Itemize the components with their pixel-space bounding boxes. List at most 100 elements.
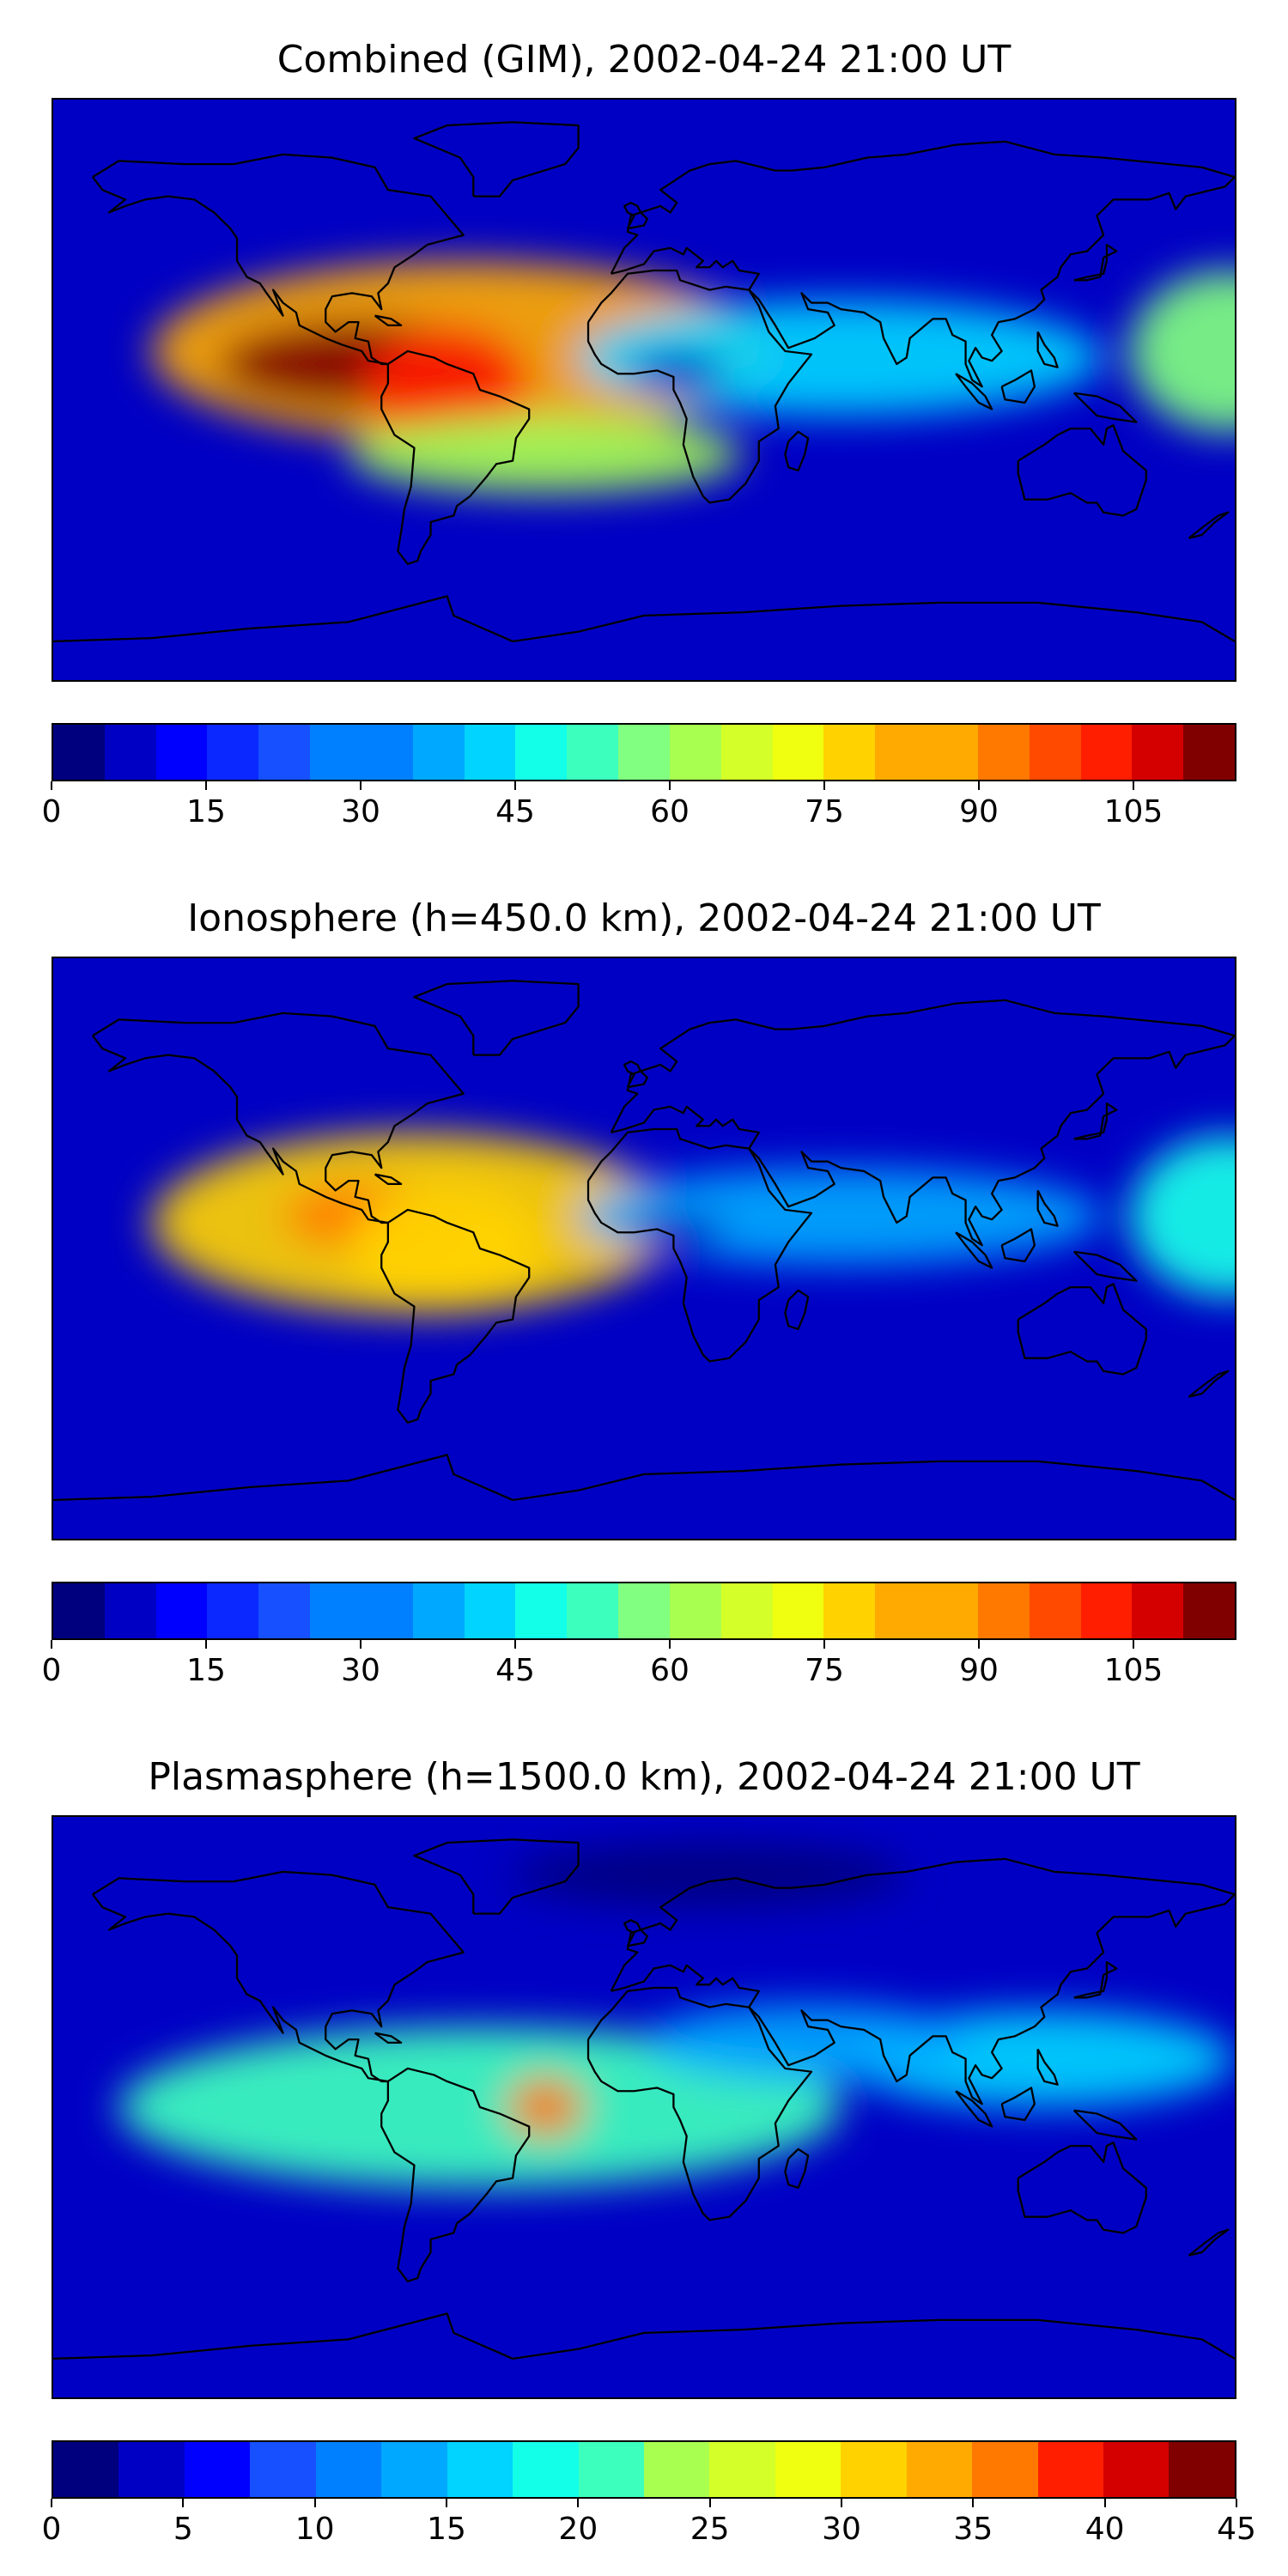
colorbar-segment bbox=[310, 1583, 361, 1638]
colorbar-segment bbox=[104, 725, 156, 780]
coastline bbox=[374, 1173, 403, 1186]
map-1-field bbox=[151, 260, 1235, 494]
colorbar-tick bbox=[514, 781, 516, 790]
colorbar-segment bbox=[381, 2442, 447, 2497]
coastline bbox=[1036, 2048, 1059, 2086]
colorbar-tick bbox=[669, 781, 671, 790]
panel-3-colorbar-ticks: 0 5 10 15 20 25 30 35 40 45 bbox=[42, 2499, 1256, 2550]
colorbar-segment bbox=[1080, 725, 1133, 780]
colorbar-segment bbox=[772, 1583, 824, 1638]
map-1-svg bbox=[53, 100, 1235, 680]
colorbar-tick bbox=[1132, 781, 1134, 790]
panel-2-map bbox=[52, 957, 1236, 1540]
colorbar-segment bbox=[1037, 2442, 1103, 2497]
colorbar-segment bbox=[875, 1583, 927, 1638]
colorbar-tick-label: 35 bbox=[953, 2512, 993, 2547]
colorbar-segment bbox=[310, 725, 361, 780]
colorbar-tick-label: 75 bbox=[805, 1653, 844, 1688]
coastline bbox=[374, 2032, 403, 2044]
colorbar-tick bbox=[313, 2499, 316, 2507]
colorbar-segment bbox=[972, 2442, 1038, 2497]
colorbar-tick-label: 45 bbox=[495, 794, 535, 829]
colorbar-tick-label: 30 bbox=[341, 794, 380, 829]
field-blob bbox=[513, 1843, 907, 1908]
field-blob bbox=[644, 2003, 973, 2081]
colorbar-tick-label: 30 bbox=[822, 2512, 861, 2547]
colorbar-segment bbox=[412, 725, 465, 780]
panel-1-map bbox=[52, 98, 1236, 682]
colorbar-segment bbox=[927, 1583, 978, 1638]
colorbar-tick-label: 0 bbox=[41, 794, 62, 829]
colorbar-tick bbox=[360, 781, 361, 790]
coastline bbox=[413, 1838, 580, 1915]
coastline bbox=[586, 1986, 813, 2221]
coastline bbox=[623, 202, 648, 230]
colorbar-tick bbox=[51, 781, 52, 790]
panel-2-title: Ionosphere (h=450.0 km), 2002-04-24 21:0… bbox=[187, 896, 1101, 940]
colorbar-segment bbox=[104, 1583, 156, 1638]
colorbar-tick bbox=[1103, 2499, 1106, 2507]
coastline bbox=[1036, 331, 1059, 368]
colorbar-tick bbox=[577, 2499, 580, 2507]
coastline bbox=[91, 1870, 465, 2083]
colorbar-segment bbox=[155, 1583, 208, 1638]
colorbar-segment bbox=[464, 1583, 516, 1638]
colorbar-tick-label: 0 bbox=[41, 2512, 62, 2547]
colorbar-tick bbox=[841, 2499, 842, 2507]
colorbar-segment bbox=[1183, 725, 1236, 780]
coastline bbox=[1073, 243, 1118, 282]
colorbar-tick bbox=[972, 2499, 975, 2507]
coastline bbox=[955, 1231, 993, 1269]
colorbar-tick bbox=[1236, 2499, 1237, 2507]
panel-2-colorbar-ticks: 0 15 30 45 60 75 90 105 bbox=[42, 1640, 1236, 1692]
colorbar-tick bbox=[978, 1640, 980, 1649]
coastline bbox=[784, 2148, 810, 2190]
colorbar-tick-label: 15 bbox=[427, 2512, 466, 2547]
colorbar-segment bbox=[155, 725, 208, 780]
coastline bbox=[623, 1060, 648, 1089]
coastline bbox=[1017, 424, 1147, 517]
colorbar-segment bbox=[977, 725, 1030, 780]
panel-1-colorbar bbox=[52, 723, 1236, 781]
coastline bbox=[955, 2090, 993, 2128]
coastline bbox=[1188, 1370, 1230, 1398]
coastline bbox=[380, 2067, 531, 2282]
coastline bbox=[623, 1919, 648, 1947]
panel-3-map bbox=[52, 1815, 1236, 2399]
map-2-svg bbox=[53, 958, 1235, 1539]
coastline bbox=[955, 373, 993, 410]
panel-3-title: Plasmasphere (h=1500.0 km), 2002-04-24 2… bbox=[148, 1755, 1140, 1799]
coastline bbox=[1188, 2228, 1230, 2257]
colorbar-segment bbox=[927, 725, 978, 780]
field-blob bbox=[506, 2075, 586, 2140]
coastline bbox=[1000, 2087, 1036, 2122]
coastline bbox=[53, 2312, 1235, 2360]
coastline bbox=[53, 595, 1235, 643]
colorbar-segment bbox=[258, 1583, 311, 1638]
map-3-coastlines bbox=[53, 1838, 1235, 2360]
colorbar-segment bbox=[1132, 1583, 1184, 1638]
coastline bbox=[91, 1012, 465, 1224]
coastline bbox=[1188, 511, 1230, 539]
colorbar-segment bbox=[464, 725, 516, 780]
field-blob bbox=[627, 1212, 726, 1252]
coastline bbox=[1000, 369, 1036, 404]
coastline bbox=[1072, 392, 1138, 423]
colorbar-segment bbox=[875, 725, 927, 780]
colorbar-tick bbox=[708, 2499, 711, 2507]
colorbar-tick-label: 5 bbox=[173, 2512, 193, 2547]
colorbar-segment bbox=[823, 725, 876, 780]
colorbar-tick bbox=[360, 1640, 361, 1649]
colorbar-tick-label: 0 bbox=[41, 1653, 62, 1688]
coastline bbox=[1036, 1189, 1059, 1227]
colorbar-tick-label: 75 bbox=[805, 794, 844, 829]
colorbar-segment bbox=[1132, 725, 1184, 780]
colorbar-tick-label: 90 bbox=[959, 794, 999, 829]
coastline bbox=[374, 314, 403, 327]
map-1-coastlines bbox=[53, 121, 1235, 643]
colorbar-segment bbox=[315, 2442, 382, 2497]
colorbar-tick-label: 45 bbox=[1217, 2512, 1256, 2547]
colorbar-segment bbox=[207, 725, 259, 780]
colorbar-segment bbox=[772, 725, 824, 780]
colorbar-segment bbox=[567, 1583, 619, 1638]
